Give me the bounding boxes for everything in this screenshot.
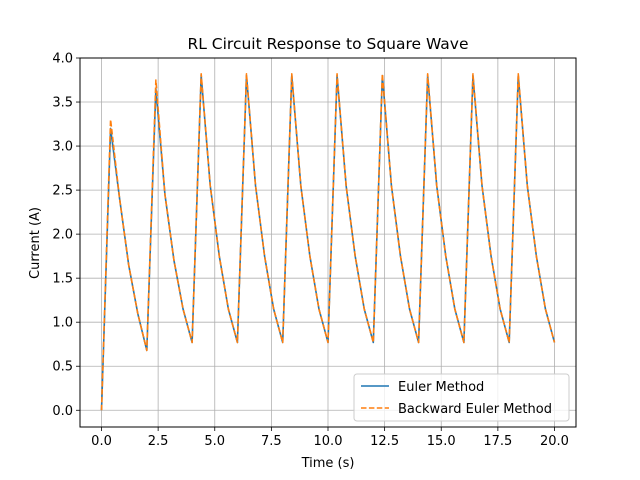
x-axis-label: Time (s)	[301, 456, 355, 471]
series-layer	[100, 73, 556, 411]
x-axis: 0.0 2.5 5.0 7.5 10.0 12.5 15.0 17.5 20.0	[91, 427, 569, 449]
x-tick-label: 17.5	[483, 434, 512, 449]
x-tick-label: 2.5	[148, 434, 169, 449]
y-tick-label: 2.5	[52, 184, 73, 199]
x-tick-label: 15.0	[427, 434, 456, 449]
x-tick-label: 20.0	[540, 434, 569, 449]
y-tick-label: 2.0	[52, 228, 73, 243]
legend-label-backward-euler: Backward Euler Method	[398, 402, 552, 417]
legend: Euler Method Backward Euler Method	[353, 373, 570, 422]
series-line-backward-euler	[100, 73, 556, 411]
x-tick-label: 5.0	[204, 434, 225, 449]
x-tick-label: 12.5	[370, 434, 399, 449]
y-tick-label: 0.5	[52, 360, 73, 375]
y-axis-label: Current (A)	[28, 207, 43, 279]
y-tick-label: 1.5	[52, 272, 73, 287]
y-tick-label: 3.5	[52, 96, 73, 111]
x-tick-label: 10.0	[314, 434, 343, 449]
x-tick-label: 7.5	[261, 434, 282, 449]
legend-label-euler: Euler Method	[398, 380, 484, 395]
legend-box	[353, 373, 570, 422]
y-tick-label: 0.0	[52, 404, 73, 419]
y-axis: 0.0 0.5 1.0 1.5 2.0 2.5 3.0 3.5 4.0	[52, 52, 80, 419]
chart-title: RL Circuit Response to Square Wave	[187, 35, 468, 53]
x-tick-label: 0.0	[91, 434, 112, 449]
y-tick-label: 3.0	[52, 140, 73, 155]
y-tick-label: 1.0	[52, 316, 73, 331]
y-tick-label: 4.0	[52, 52, 73, 67]
